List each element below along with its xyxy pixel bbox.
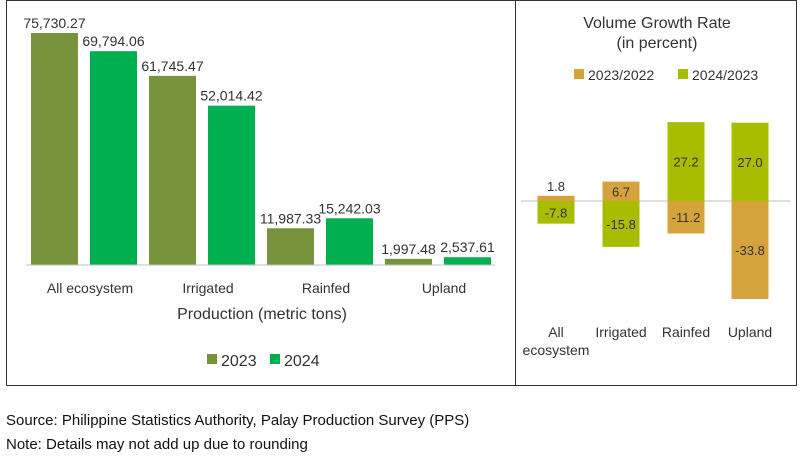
category-label-upland: Upland — [728, 324, 772, 340]
bar-irrigated-2024 — [208, 105, 255, 266]
legend-swatch-2023 — [207, 354, 217, 364]
bar-all-ecosystem-2024-2023 — [537, 201, 575, 224]
category-label-upland: Upland — [422, 280, 466, 296]
category-label-all-ecosystem-line-1: All — [548, 324, 564, 340]
data-label-rainfed-2023: 11,987.33 — [260, 210, 321, 226]
data-label-all-ecosystem-2024-2023: -7.8 — [545, 205, 567, 220]
rounding-note: Note: Details may not add up due to roun… — [6, 436, 308, 453]
bar-rainfed-2023 — [267, 228, 314, 265]
bar-rainfed-2024 — [326, 218, 373, 265]
data-label-all-ecosystem-2023: 75,730.27 — [23, 15, 85, 31]
legend-swatch-2023-2022 — [574, 69, 584, 79]
category-label-rainfed: Rainfed — [662, 324, 710, 340]
data-label-irrigated-2023-2022: 6.7 — [612, 184, 630, 199]
category-label-rainfed: Rainfed — [302, 280, 350, 296]
data-label-upland-2023: 1,997.48 — [381, 241, 436, 257]
category-label-all-ecosystem: All ecosystem — [47, 280, 133, 296]
legend-label-2023-2022: 2023/2022 — [588, 67, 654, 83]
legend-label-2024-2023: 2024/2023 — [692, 67, 758, 83]
bar-irrigated-2023 — [149, 75, 196, 265]
data-label-upland-2024: 2,537.61 — [440, 239, 495, 255]
data-label-irrigated-2024: 52,014.42 — [200, 88, 262, 104]
growth-chart-subtitle: (in percent) — [617, 35, 698, 52]
bar-irrigated-2024-2023 — [602, 201, 640, 247]
chart-divider — [515, 0, 516, 386]
bar-upland-2024-2023 — [731, 122, 769, 201]
bar-all-ecosystem-2023-2022 — [537, 195, 575, 201]
chart-frame — [6, 0, 797, 386]
bar-rainfed-2023-2022 — [667, 201, 705, 234]
data-label-irrigated-2023: 61,745.47 — [141, 58, 203, 74]
data-label-rainfed-2024: 15,242.03 — [318, 200, 380, 216]
data-label-all-ecosystem-2023-2022: 1.8 — [547, 179, 565, 194]
legend-label-2023: 2023 — [221, 353, 257, 370]
data-label-rainfed-2023-2022: -11.2 — [672, 210, 701, 225]
data-label-rainfed-2024-2023: 27.2 — [673, 155, 698, 170]
bar-upland-2023 — [385, 258, 432, 265]
bar-rainfed-2024-2023 — [667, 122, 705, 201]
bar-irrigated-2023-2022 — [602, 181, 640, 201]
bar-upland-2023-2022 — [731, 201, 769, 300]
legend-swatch-2024 — [270, 354, 280, 364]
data-label-upland-2024-2023: 27.0 — [737, 155, 762, 170]
category-label-all-ecosystem-line-2: ecosystem — [523, 342, 590, 358]
production-chart: 75,730.27 69,794.06 All ecosystem 61,745.47… — [23, 15, 495, 370]
data-label-irrigated-2024-2023: -15.8 — [606, 217, 636, 232]
category-label-irrigated: Irrigated — [595, 324, 646, 340]
legend-swatch-2024-2023 — [678, 69, 688, 79]
bar-upland-2024 — [444, 257, 491, 265]
growth-chart-title: Volume Growth Rate — [583, 15, 731, 32]
x-axis-title: Production (metric tons) — [177, 306, 347, 323]
legend-label-2024: 2024 — [284, 353, 320, 370]
data-label-all-ecosystem-2024: 69,794.06 — [82, 33, 144, 49]
growth-rate-chart: Volume Growth Rate (in percent) 2023/2022 2… — [521, 15, 790, 358]
source-note: Source: Philippine Statistics Authority,… — [6, 412, 470, 429]
charts-canvas: 75,730.27 69,794.06 All ecosystem 61,745.47… — [23, 15, 790, 370]
bar-all-ecosystem-2024 — [90, 51, 137, 265]
category-label-irrigated: Irrigated — [182, 280, 233, 296]
bar-all-ecosystem-2023 — [31, 33, 78, 265]
data-label-upland-2023-2022: -33.8 — [735, 243, 765, 258]
